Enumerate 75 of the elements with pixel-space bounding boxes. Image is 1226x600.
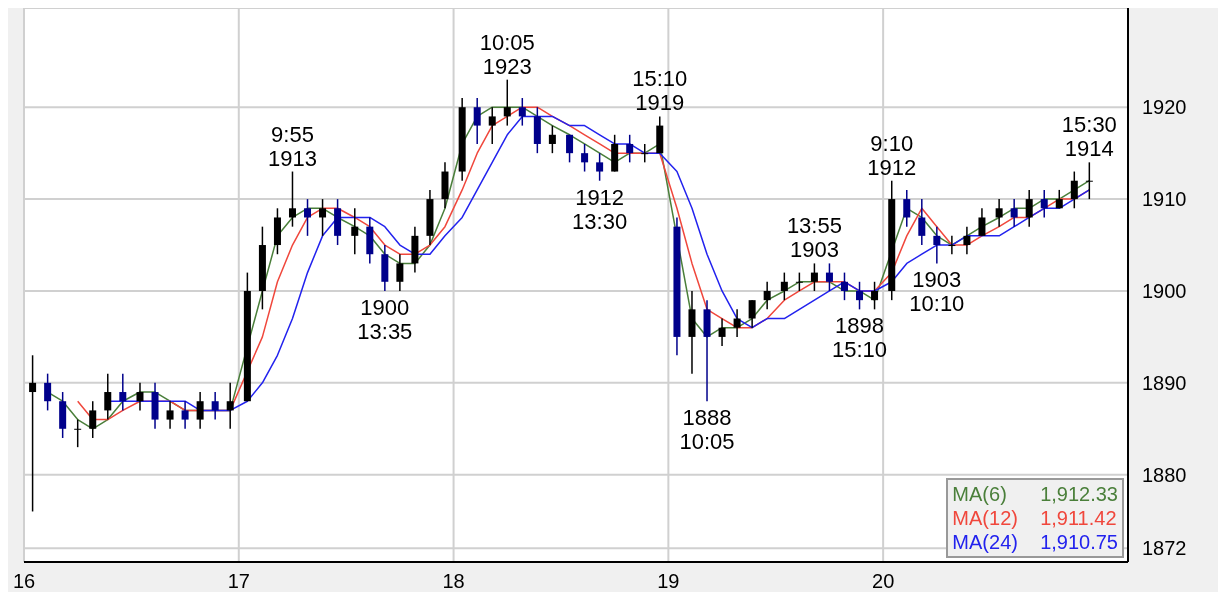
y-tick-label: 1900	[1142, 279, 1187, 302]
candlestick	[518, 97, 526, 127]
candlestick	[1070, 170, 1078, 210]
candlestick	[718, 317, 726, 347]
text: MA(24) 1,910.75	[952, 530, 1118, 554]
annotation: 1900 13:35	[357, 294, 413, 344]
candlestick	[89, 400, 97, 439]
candlestick	[1085, 161, 1093, 200]
candlestick	[1025, 189, 1033, 228]
candlestick	[948, 235, 956, 255]
candlestick	[74, 418, 82, 448]
annotation: 13:55 1903	[786, 213, 842, 263]
annotation: 15:30 1914	[1061, 112, 1117, 162]
y-tick-label: 1872	[1142, 537, 1187, 560]
candlestick	[763, 281, 771, 311]
candlestick	[503, 78, 511, 127]
candlestick	[211, 391, 219, 421]
candlestick	[780, 271, 788, 301]
candlestick	[903, 189, 911, 228]
candlestick	[978, 207, 986, 237]
candlestick	[226, 382, 234, 430]
x-tick-label: 19	[657, 570, 680, 592]
candlestick	[29, 354, 37, 513]
x-tick-label: 16	[12, 570, 36, 592]
y-tick-label: 1920	[1142, 96, 1187, 119]
candlestick	[181, 400, 189, 430]
candlestick	[626, 134, 634, 164]
candlestick	[581, 143, 589, 173]
candlestick	[304, 198, 312, 237]
candlestick	[351, 207, 359, 255]
x-tick-label: 18	[442, 570, 465, 592]
annotation: 15:10 1919	[632, 66, 688, 116]
candlestick	[166, 400, 174, 430]
candlestick	[810, 262, 818, 292]
candlestick	[995, 198, 1003, 228]
candlestick	[933, 225, 941, 265]
x-tick-label: 17	[227, 570, 250, 592]
candlestick	[795, 271, 803, 292]
candlestick	[1040, 189, 1048, 219]
annotation: 1888 10:05	[679, 405, 735, 455]
candlestick	[44, 372, 52, 412]
annotation: 1903 10:10	[909, 267, 965, 317]
text: MA(12) 1,911.42	[952, 506, 1118, 530]
candlestick	[963, 225, 971, 255]
candlestick	[288, 170, 296, 228]
annotation: 9:55 1913	[268, 121, 317, 171]
x-tick-label: 20	[872, 570, 895, 592]
candlestick	[104, 372, 112, 421]
candlestick	[871, 281, 879, 311]
candlestick	[473, 97, 481, 145]
candlestick	[856, 281, 864, 311]
candlestick	[825, 262, 833, 292]
candlestick	[748, 299, 756, 329]
candlestick	[488, 106, 496, 145]
y-tick-label: 1880	[1142, 463, 1187, 486]
candlestick	[396, 253, 404, 292]
candlestick	[1010, 198, 1018, 228]
candlestick	[136, 382, 144, 412]
y-tick-label: 1910	[1142, 188, 1187, 211]
text: MA(6) 1,912.33	[952, 482, 1118, 506]
annotation: 1912 13:30	[572, 184, 628, 234]
annotation: 10:05 1923	[479, 29, 535, 79]
candlestick	[319, 198, 327, 237]
candlestick	[566, 134, 574, 164]
y-tick-label: 1890	[1142, 371, 1187, 394]
candlestick	[548, 124, 556, 154]
annotation: 9:10 1912	[867, 130, 917, 180]
annotation: 1898 15:10	[831, 313, 888, 363]
candlestick	[596, 152, 604, 182]
candlestick	[196, 391, 204, 430]
candlestick	[918, 198, 926, 246]
candlestick	[733, 308, 741, 338]
candlestick	[840, 271, 848, 301]
candlestick	[119, 372, 127, 412]
candlestick	[641, 143, 649, 164]
